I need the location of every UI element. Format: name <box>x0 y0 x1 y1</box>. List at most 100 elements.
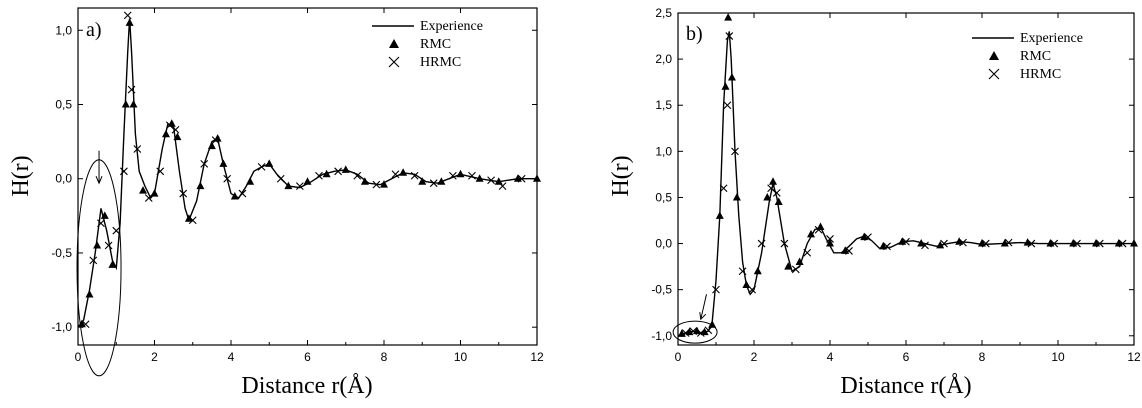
rmc-point <box>763 192 772 201</box>
rmc-point <box>816 222 825 230</box>
hrmc-point <box>223 174 232 183</box>
hrmc-point <box>719 184 728 193</box>
legend-cross-swatch <box>388 56 400 68</box>
hrmc-point <box>712 285 720 294</box>
legend-label: HRMC <box>420 55 461 70</box>
hrmc-point <box>704 326 713 335</box>
hrmc-point <box>731 147 739 156</box>
rmc-point <box>826 239 834 247</box>
arrow-head <box>699 312 707 321</box>
rmc-point <box>246 177 255 185</box>
rmc-point <box>230 192 239 200</box>
rmc-point <box>700 327 709 336</box>
hrmc-point <box>791 265 800 274</box>
x-tick-label: 4 <box>228 350 235 364</box>
rmc-point <box>284 181 293 190</box>
rmc-point <box>150 189 159 197</box>
rmc-point <box>341 165 350 173</box>
experience-curve <box>677 31 1134 337</box>
y-tick-label: 0,0 <box>655 237 672 251</box>
panel-a-chart: 0 2 4 6 8 10 12 -1,0 -0,5 0,0 0,5 1,0 H(r) Distance r… <box>8 7 544 399</box>
y-tick-label: -0,5 <box>51 246 72 260</box>
rmc-point <box>456 169 465 178</box>
hrmc-point <box>1004 238 1013 247</box>
hrmc-point <box>429 179 438 188</box>
panel-label: b) <box>686 23 703 45</box>
hrmc-point <box>353 171 362 180</box>
hrmc-point <box>334 167 342 176</box>
y-tick-label: 0,0 <box>55 172 72 186</box>
hrmc-point <box>902 237 910 246</box>
rmc-point <box>708 320 717 328</box>
hrmc-point <box>257 162 266 171</box>
rmc-point <box>207 141 216 150</box>
hrmc-point <box>940 239 948 248</box>
y-tick-label: 1,0 <box>655 144 672 158</box>
rmc-point <box>184 214 193 222</box>
y-tick-label: 2,0 <box>655 52 672 66</box>
hrmc-point <box>959 238 967 247</box>
hrmc-point <box>826 235 834 243</box>
hrmc-point <box>767 184 775 193</box>
hrmc-point <box>748 285 756 294</box>
rmc-point <box>955 237 964 245</box>
legend: Experience RMC HRMC <box>972 31 1083 82</box>
y-axis-title: H(r) <box>8 155 34 196</box>
rmc-point <box>139 186 148 194</box>
rmc-point <box>727 73 736 81</box>
series-rmc <box>77 18 541 328</box>
y-tick-label: 0,5 <box>55 97 72 111</box>
hrmc-point <box>921 241 929 250</box>
hrmc-point <box>814 225 823 234</box>
hrmc-point <box>757 239 766 248</box>
legend-label: Experience <box>1020 31 1083 46</box>
arrow-shaft <box>700 294 707 320</box>
rmc-point <box>265 159 274 167</box>
legend-triangle-swatch <box>989 51 999 60</box>
legend-label: HRMC <box>1020 67 1061 82</box>
highlight-ellipse <box>672 320 718 344</box>
rmc-point <box>219 159 228 167</box>
hrmc-point <box>200 159 209 168</box>
rmc-point <box>533 174 541 182</box>
series-experience <box>677 31 1134 337</box>
legend-triangle-swatch <box>389 39 399 48</box>
panel-b-chart: 0 2 4 6 8 10 12 -1,0 -0,5 0,0 0,5 1,0 1,5 2,0 2,5 H(r) D… <box>608 6 1141 399</box>
rmc-point <box>380 180 388 188</box>
arrow-head <box>95 175 103 185</box>
rmc-point <box>303 177 312 185</box>
y-tick-label: -0,5 <box>651 283 672 297</box>
x-tick-label: 2 <box>151 350 158 364</box>
rmc-point <box>1023 238 1032 246</box>
hrmc-point <box>1050 239 1059 248</box>
legend-label: Experience <box>420 19 483 34</box>
hrmc-point <box>883 242 891 251</box>
experience-curve <box>77 18 537 328</box>
hrmc-point <box>391 170 400 179</box>
rmc-point <box>100 211 109 219</box>
rmc-point <box>108 260 117 268</box>
series-rmc <box>677 13 1138 337</box>
hrmc-point <box>127 85 136 94</box>
rmc-point <box>784 262 793 270</box>
y-tick-label: 1,0 <box>55 23 72 37</box>
rmc-point <box>161 129 170 138</box>
hrmc-point <box>1027 239 1036 248</box>
hrmc-point <box>845 247 853 255</box>
hrmc-point <box>410 171 419 180</box>
hrmc-point <box>211 136 220 145</box>
hrmc-point <box>864 233 872 241</box>
rmc-point <box>93 241 102 249</box>
hrmc-point <box>165 121 174 130</box>
rmc-point <box>125 18 134 26</box>
x-tick-label: 10 <box>454 350 468 364</box>
hrmc-point <box>238 189 247 198</box>
hrmc-point <box>104 241 113 250</box>
hrmc-point <box>188 216 197 225</box>
hrmc-point <box>372 180 381 189</box>
rmc-point <box>807 229 815 238</box>
panel-label: a) <box>86 19 102 41</box>
y-tick-label: 0,5 <box>655 190 672 204</box>
x-tick-label: 2 <box>751 350 758 364</box>
